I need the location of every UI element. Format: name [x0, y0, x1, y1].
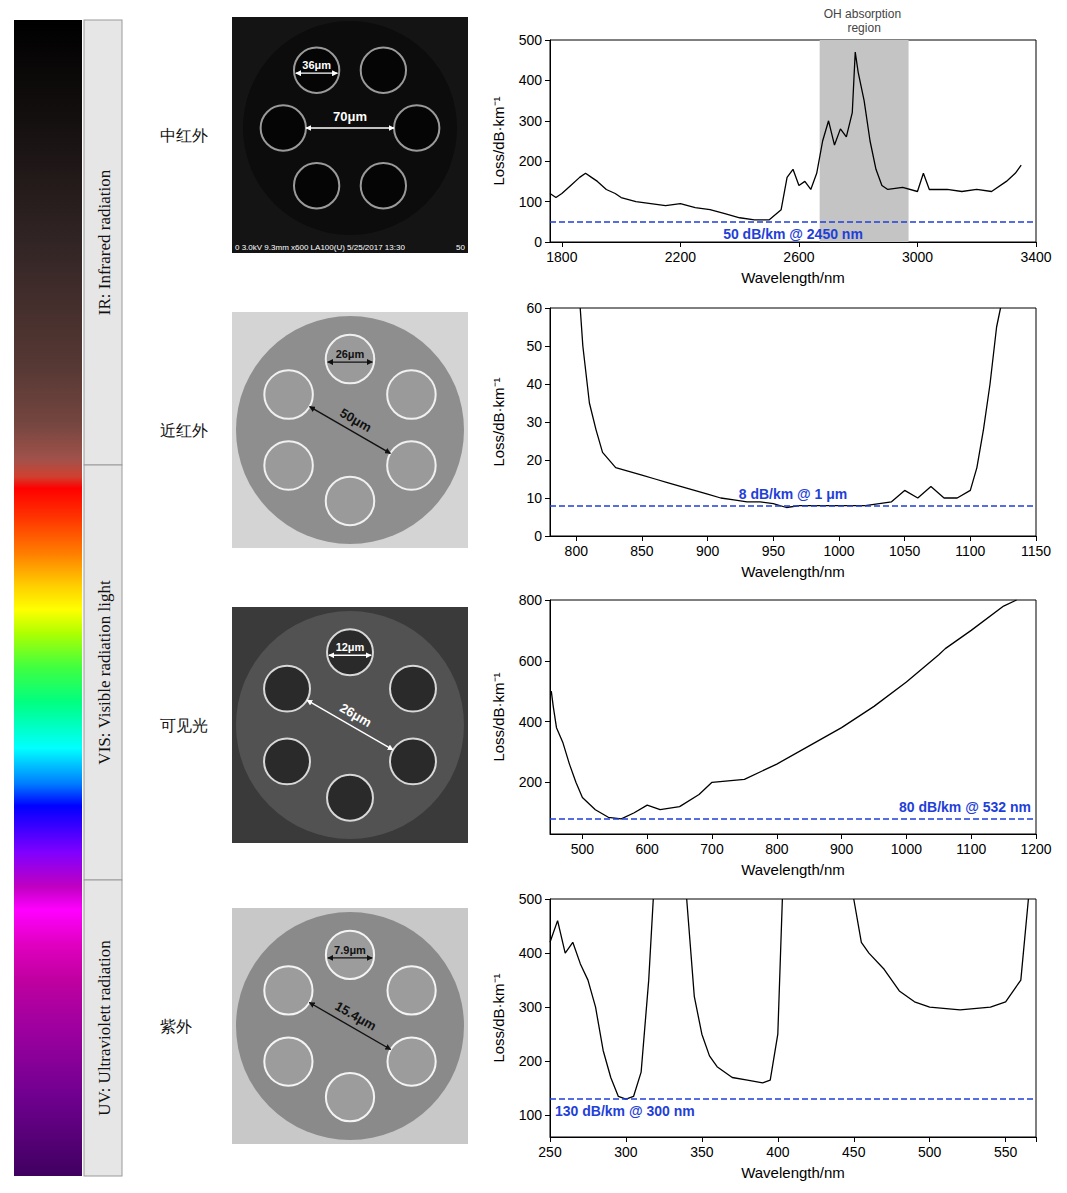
svg-text:400: 400: [519, 72, 543, 88]
svg-text:900: 900: [830, 841, 854, 857]
svg-text:50: 50: [526, 338, 542, 354]
svg-text:Wavelength/nm: Wavelength/nm: [741, 269, 845, 286]
svg-text:250: 250: [538, 1144, 562, 1160]
svg-text:400: 400: [519, 945, 543, 961]
svg-text:IR: Infrared radiation: IR: Infrared radiation: [95, 169, 114, 315]
svg-text:1000: 1000: [823, 543, 854, 559]
svg-text:30: 30: [526, 414, 542, 430]
svg-text:600: 600: [519, 653, 543, 669]
svg-text:Loss/dB·km⁻¹: Loss/dB·km⁻¹: [490, 96, 507, 185]
svg-text:200: 200: [519, 774, 543, 790]
svg-text:Wavelength/nm: Wavelength/nm: [741, 563, 845, 580]
svg-text:1150: 1150: [1021, 543, 1051, 559]
svg-text:350: 350: [690, 1144, 714, 1160]
svg-text:12μm: 12μm: [336, 641, 365, 653]
svg-text:Loss/dB·km⁻¹: Loss/dB·km⁻¹: [490, 973, 507, 1062]
svg-text:500: 500: [519, 891, 543, 907]
svg-text:10: 10: [526, 490, 542, 506]
svg-text:中红外: 中红外: [160, 126, 208, 145]
svg-text:200: 200: [519, 1053, 543, 1069]
svg-text:400: 400: [519, 714, 543, 730]
svg-text:550: 550: [994, 1144, 1018, 1160]
svg-text:50 dB/km @ 2450 nm: 50 dB/km @ 2450 nm: [723, 226, 863, 242]
svg-text:36μm: 36μm: [302, 59, 331, 71]
svg-text:8 dB/km @ 1 μm: 8 dB/km @ 1 μm: [739, 486, 848, 502]
svg-text:15.4μm: 15.4μm: [333, 998, 379, 1033]
svg-text:500: 500: [571, 841, 595, 857]
svg-text:1100: 1100: [956, 841, 986, 857]
svg-text:200: 200: [519, 153, 543, 169]
svg-text:1100: 1100: [955, 543, 985, 559]
svg-text:1050: 1050: [889, 543, 920, 559]
svg-text:20: 20: [526, 452, 542, 468]
svg-text:0: 0: [534, 234, 542, 250]
svg-text:Loss/dB·km⁻¹: Loss/dB·km⁻¹: [490, 377, 507, 466]
svg-text:800: 800: [519, 592, 543, 608]
svg-text:600: 600: [636, 841, 660, 857]
svg-text:50: 50: [456, 243, 465, 252]
svg-text:1000: 1000: [891, 841, 922, 857]
svg-text:130 dB/km @ 300 nm: 130 dB/km @ 300 nm: [555, 1103, 695, 1119]
svg-text:2600: 2600: [783, 249, 814, 265]
svg-text:40: 40: [526, 376, 542, 392]
svg-text:3400: 3400: [1020, 249, 1051, 265]
svg-text:70μm: 70μm: [333, 109, 367, 124]
svg-text:400: 400: [766, 1144, 790, 1160]
svg-text:Wavelength/nm: Wavelength/nm: [741, 1164, 845, 1181]
svg-text:300: 300: [519, 999, 543, 1015]
svg-text:0 3.0kV 9.3mm x600 LA100(U) 5/: 0 3.0kV 9.3mm x600 LA100(U) 5/25/2017 13…: [235, 243, 405, 252]
svg-text:450: 450: [842, 1144, 866, 1160]
svg-text:500: 500: [519, 32, 543, 48]
svg-text:UV: Ultraviolett radiation: UV: Ultraviolett radiation: [95, 940, 114, 1116]
svg-text:VIS: Visible radiation light: VIS: Visible radiation light: [95, 580, 114, 765]
svg-text:3000: 3000: [902, 249, 933, 265]
svg-text:800: 800: [565, 543, 589, 559]
svg-text:800: 800: [765, 841, 789, 857]
svg-text:50μm: 50μm: [337, 405, 374, 435]
svg-text:0: 0: [534, 528, 542, 544]
svg-text:80 dB/km @ 532 nm: 80 dB/km @ 532 nm: [899, 799, 1031, 815]
svg-text:100: 100: [519, 194, 543, 210]
svg-text:60: 60: [526, 300, 542, 316]
svg-text:850: 850: [630, 543, 654, 559]
svg-text:region: region: [847, 21, 880, 35]
svg-text:500: 500: [918, 1144, 942, 1160]
svg-text:2200: 2200: [665, 249, 696, 265]
svg-text:900: 900: [696, 543, 720, 559]
svg-text:紫外: 紫外: [160, 1017, 192, 1036]
svg-text:26μm: 26μm: [337, 700, 374, 730]
svg-text:OH absorption: OH absorption: [824, 7, 905, 21]
svg-text:1800: 1800: [546, 249, 577, 265]
svg-text:7.9μm: 7.9μm: [334, 944, 366, 956]
svg-text:300: 300: [614, 1144, 638, 1160]
svg-text:Loss/dB·km⁻¹: Loss/dB·km⁻¹: [490, 672, 507, 761]
svg-text:可见光: 可见光: [160, 716, 208, 735]
svg-text:Wavelength/nm: Wavelength/nm: [741, 861, 845, 878]
svg-text:26μm: 26μm: [336, 348, 365, 360]
svg-text:300: 300: [519, 113, 543, 129]
svg-text:近红外: 近红外: [160, 421, 208, 440]
svg-text:700: 700: [700, 841, 724, 857]
svg-text:1200: 1200: [1020, 841, 1051, 857]
svg-text:100: 100: [519, 1107, 543, 1123]
svg-text:950: 950: [762, 543, 786, 559]
